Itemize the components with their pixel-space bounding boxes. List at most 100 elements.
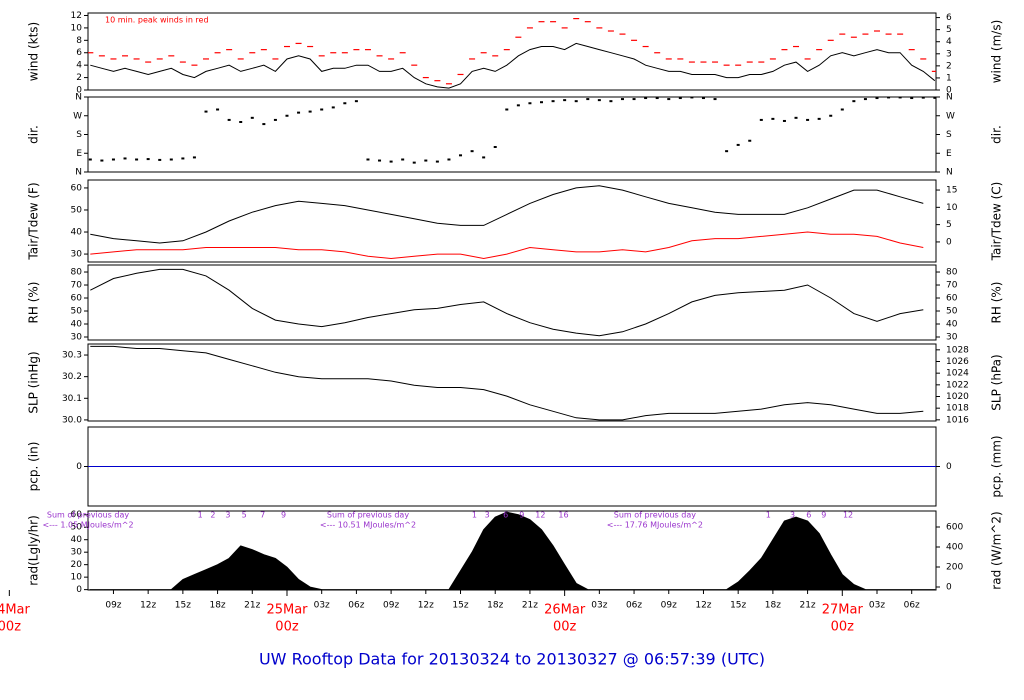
x-tick-label: 12z: [140, 601, 156, 611]
x-tick-label: 09z: [105, 601, 121, 611]
y-axis-label: Tair/Tdew (F): [27, 182, 41, 260]
point: [297, 111, 301, 114]
annotation: <--- 10.51 MJoules/m^2: [320, 521, 416, 530]
y2-tick-label: N: [946, 168, 953, 178]
chart-title: UW Rooftop Data for 20130324 to 20130327…: [259, 650, 765, 669]
point: [574, 100, 578, 103]
y-tick-label: 30.1: [62, 394, 82, 404]
panel-plot: [90, 268, 924, 337]
x-tick-label: 21z: [799, 601, 815, 611]
y2-axis-label: wind (m/s): [990, 20, 1004, 84]
y2-tick-label: W: [946, 111, 955, 121]
y-tick-label: 30: [71, 250, 83, 260]
point: [401, 158, 405, 161]
point: [447, 158, 451, 161]
y2-tick-label: 70: [946, 281, 958, 291]
point: [378, 159, 382, 162]
y2-tick-label: 10: [946, 203, 958, 213]
y2-tick-label: 40: [946, 320, 958, 330]
point: [308, 110, 312, 113]
point: [227, 118, 231, 121]
y2-tick-label: 1024: [946, 369, 969, 379]
y2-tick-label: 0: [946, 462, 952, 472]
y-axis-label: SLP (inHg): [27, 351, 41, 413]
point: [273, 118, 277, 121]
y2-tick-label: 1026: [946, 357, 969, 367]
hour-mark: 5: [242, 511, 247, 520]
y-tick-label: 0: [76, 462, 82, 472]
y2-tick-label: 2: [946, 61, 952, 71]
point: [493, 146, 497, 148]
point: [620, 98, 624, 101]
point: [748, 139, 752, 142]
y-axis-label: dir.: [27, 125, 41, 144]
y-tick-label: 70: [71, 281, 83, 291]
point: [331, 106, 335, 109]
y2-tick-label: 4: [946, 37, 952, 47]
point: [655, 97, 659, 100]
point: [470, 150, 474, 153]
y2-tick-label: E: [946, 149, 952, 159]
y-tick-label: 10: [71, 23, 83, 33]
y-tick-label: 50: [71, 205, 83, 215]
y-tick-label: 60: [71, 183, 83, 193]
point: [412, 161, 416, 164]
point: [551, 100, 555, 103]
y-axis-label: RH (%): [27, 282, 41, 324]
point: [644, 97, 648, 100]
point: [111, 158, 115, 161]
y-axis-label: pcp. (in): [27, 442, 41, 492]
x-tick-label: 15z: [730, 601, 746, 611]
area: [89, 511, 936, 590]
y-tick-label: 2: [76, 73, 82, 83]
y-axis-label: wind (kts): [27, 22, 41, 81]
panel-frame: [87, 12, 937, 91]
x-tick-label: 03z: [869, 601, 885, 611]
y2-tick-label: 1018: [946, 404, 969, 414]
point: [817, 117, 821, 120]
hour-mark: 9: [519, 511, 524, 520]
y-tick-label: 40: [71, 228, 83, 238]
annotation: <--- 1.05 MJoules/m^2: [42, 521, 133, 530]
point: [632, 98, 636, 101]
hour-mark: 1: [766, 511, 771, 520]
point: [482, 156, 486, 159]
point: [782, 119, 786, 122]
y2-tick-label: 3: [946, 49, 952, 59]
y-tick-label: 30: [71, 333, 83, 343]
point: [146, 158, 150, 161]
y2-axis-label: dir.: [990, 125, 1004, 144]
x-tick-label: 06z: [904, 601, 920, 611]
hour-mark: 3: [485, 511, 490, 520]
point: [933, 97, 936, 99]
panel-frame: [87, 96, 937, 173]
x-tick-label: 15z: [452, 601, 468, 611]
day-hour-label: 00z: [553, 620, 577, 635]
y2-tick-label: 0: [946, 86, 952, 96]
y2-tick-label: 0: [946, 583, 952, 593]
y-tick-label: S: [76, 130, 82, 140]
y-tick-label: 40: [71, 535, 83, 545]
x-tick-label: 18z: [765, 601, 781, 611]
point: [239, 121, 243, 123]
panel-frame: [87, 179, 937, 263]
x-tick-label: 09z: [383, 601, 399, 611]
x-tick-label: 09z: [661, 601, 677, 611]
y-tick-label: E: [76, 149, 82, 159]
point: [863, 98, 867, 101]
hour-mark: 3: [790, 511, 795, 520]
panel-frame: [87, 264, 937, 341]
point: [192, 156, 196, 159]
y-tick-label: 8: [76, 36, 82, 46]
y2-tick-label: 400: [946, 543, 963, 553]
panel-plot: [90, 185, 924, 260]
x-tick-label: 12z: [695, 601, 711, 611]
y-tick-label: 60: [71, 294, 83, 304]
point: [794, 116, 798, 119]
point: [690, 97, 694, 99]
x-tick-label: 21z: [522, 601, 538, 611]
day-label: 27Mar: [822, 603, 864, 618]
point: [389, 160, 393, 163]
y-tick-label: W: [73, 111, 82, 121]
